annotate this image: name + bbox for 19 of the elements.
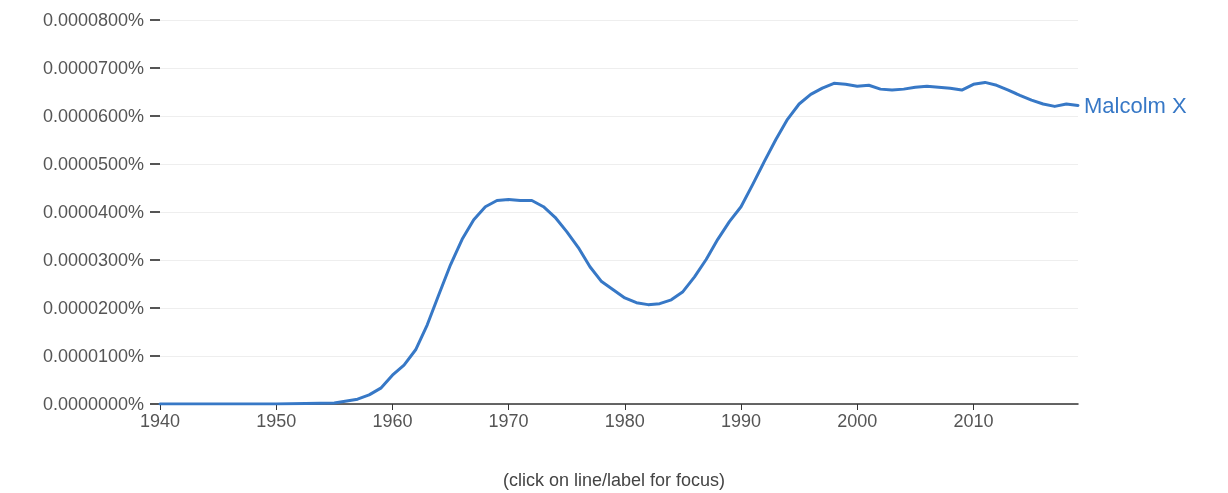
x-tick-label: 1960 (372, 411, 413, 431)
y-tick-label: 0.0000800% (42, 10, 144, 30)
x-tick-label: 1990 (720, 411, 762, 431)
x-tick-label: 1970 (488, 411, 529, 431)
series-label: Malcolm X (1084, 92, 1188, 118)
x-tick-label: 1940 (139, 411, 181, 431)
y-tick-label: 0.0000200% (42, 298, 144, 318)
x-tick-label: 2000 (837, 411, 878, 431)
y-tick-label: 0.0000100% (42, 346, 144, 366)
y-tick-label: 0.0000500% (42, 154, 144, 174)
y-tick-label: 0.0000400% (42, 202, 144, 222)
y-tick-label: 0.0000300% (42, 250, 144, 270)
text: (click on line/label for focus) (502, 470, 726, 490)
x-tick-label: 1950 (256, 411, 297, 431)
x-tick-label: 2010 (953, 411, 994, 431)
y-tick-label: 0.0000000% (42, 394, 144, 414)
x-tick-label: 1980 (604, 411, 645, 431)
y-tick-label: 0.0000700% (42, 58, 144, 78)
y-tick-label: 0.0000600% (42, 106, 144, 126)
